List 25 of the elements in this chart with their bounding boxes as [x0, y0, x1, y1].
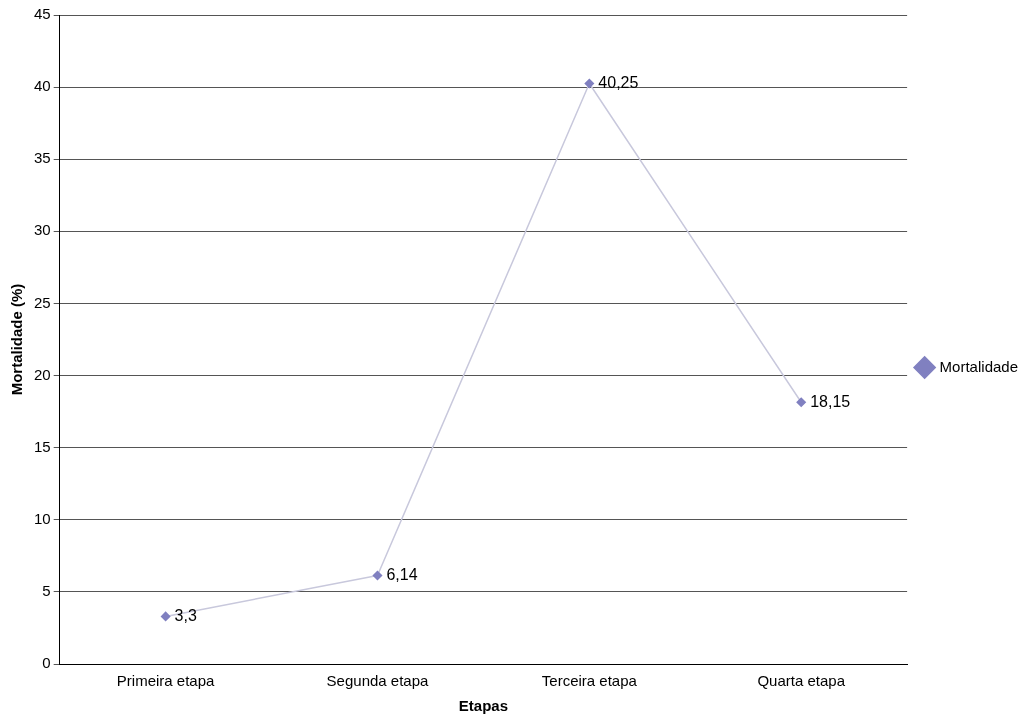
y-tick-label: 10 [34, 509, 51, 527]
y-tick-label: 40 [34, 77, 51, 95]
y-tick-label: 20 [34, 365, 51, 383]
x-axis-title: Etapas [458, 697, 509, 715]
y-tick-label: 0 [42, 654, 51, 672]
data-label: 3,3 [174, 606, 197, 624]
legend-label: Mortalidade [939, 357, 1019, 375]
data-label: 18,15 [810, 392, 851, 410]
point [796, 397, 806, 407]
x-tick-label: Segunda etapa [326, 672, 430, 690]
x-tick-label: Terceira etapa [541, 672, 638, 690]
y-tick-label: 5 [42, 582, 51, 600]
y-tick-label: 15 [34, 437, 51, 455]
y-tick-label: 25 [34, 293, 51, 311]
point [160, 611, 171, 622]
x-tick-label: Primeira etapa [116, 672, 216, 690]
y-tick-label: 45 [34, 5, 51, 23]
y-tick-label: 30 [34, 221, 51, 239]
data-label: 40,25 [598, 73, 639, 91]
y-axis-title: Mortalidade (%) [8, 283, 26, 396]
data-label: 6,14 [386, 565, 418, 583]
point [372, 570, 383, 581]
y-tick-label: 35 [34, 149, 51, 167]
point [584, 78, 595, 89]
x-tick-label: Quarta etapa [757, 672, 846, 690]
